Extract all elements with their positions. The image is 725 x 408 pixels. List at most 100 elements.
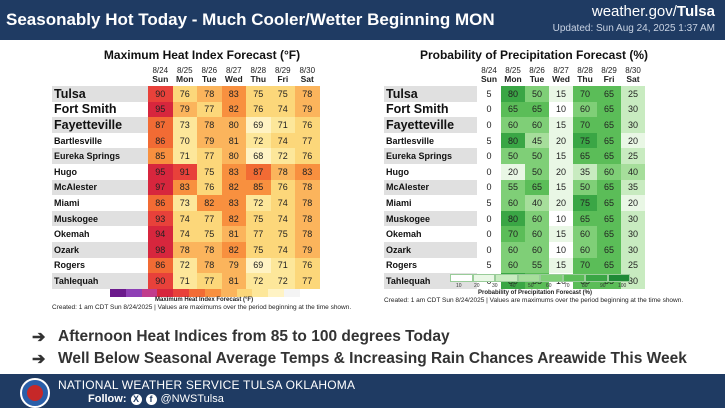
pop-cell: 50	[525, 163, 549, 180]
table-row: Ozark 0 60 60 10 60 65 30	[384, 241, 645, 258]
heat-index-table: Tulsa 90 76 78 83 75 75 78 Fort Smith 95 79 77 82 76 7…	[52, 86, 320, 289]
heat_index-cell: 81	[221, 132, 246, 149]
legend-swatch	[450, 274, 473, 282]
heat_index-cell: 78	[197, 241, 222, 258]
social-handle[interactable]: @NWSTulsa	[160, 393, 224, 405]
legend-tick-label: 20	[474, 283, 480, 289]
heat_index-cell: 77	[295, 132, 320, 149]
heat_index-cell: 75	[197, 226, 222, 242]
pop-cell: 65	[597, 86, 621, 102]
pop-cell: 0	[477, 210, 501, 227]
table-row: Miami 5 60 40 20 75 65 20	[384, 195, 645, 211]
legend-tick-label: 80	[582, 283, 588, 289]
heat_index-cell: 78	[270, 163, 295, 180]
location-name: Fort Smith	[384, 101, 477, 118]
table-row: Okemah 0 70 60 15 60 65 30	[384, 226, 645, 242]
heat_index-cell: 79	[221, 257, 246, 274]
heat_index-cell: 90	[148, 273, 173, 289]
pop-cell: 60	[597, 163, 621, 180]
day-date: 8/24	[152, 66, 169, 75]
day-header: 8/25 Mon	[173, 66, 198, 84]
heat_index-cell: 95	[148, 101, 173, 118]
nws-logo	[20, 378, 50, 408]
x-icon[interactable]: X	[130, 393, 142, 405]
pop-cell: 20	[621, 195, 645, 211]
pop-cell: 40	[621, 163, 645, 180]
heat_index-cell: 78	[295, 226, 320, 242]
pop-cell: 30	[621, 241, 645, 258]
heat_index-cell: 73	[172, 117, 197, 133]
pop-cell: 20	[501, 163, 525, 180]
pop-cell: 50	[525, 86, 549, 102]
heat_index-cell: 81	[221, 226, 246, 242]
pop-legend-label: Probability of Precipitation Forecast (%…	[478, 290, 593, 296]
site-link[interactable]: weather.gov/Tulsa	[592, 3, 715, 20]
legend-swatch	[268, 289, 285, 297]
pop-cell: 10	[549, 101, 573, 118]
legend-tick-label: 100	[618, 283, 627, 289]
header-banner: Seasonably Hot Today - Much Cooler/Wette…	[0, 0, 725, 40]
heat_index-cell: 79	[295, 101, 320, 118]
heat_index-cell: 76	[172, 86, 197, 102]
pop-cell: 50	[501, 148, 525, 164]
heat_index-cell: 83	[295, 163, 320, 180]
pop-legend-ticks: 10 20 30 40 50 60 70 80 90 100	[450, 283, 630, 291]
heat_index-cell: 78	[295, 210, 320, 227]
heat_index-cell: 86	[148, 257, 173, 274]
day-date: 8/30	[299, 66, 316, 75]
day-header: 8/27 Wed	[549, 66, 573, 84]
pop-cell: 65	[597, 210, 621, 227]
legend-swatch	[189, 289, 205, 297]
facebook-icon[interactable]: f	[145, 393, 157, 405]
day-header: 8/30 Sat	[621, 66, 645, 84]
legend-swatch	[562, 274, 585, 282]
heat_index-cell: 83	[221, 195, 246, 211]
pop-cell: 10	[549, 210, 573, 227]
legend-swatch	[220, 289, 237, 297]
heat_index-cell: 82	[197, 195, 222, 211]
table-row: Bartlesville 86 70 79 81 72 74 77	[52, 132, 320, 149]
location-name: Fayetteville	[384, 117, 477, 133]
table-row: Eureka Springs 85 71 77 80 68 72 76	[52, 148, 320, 164]
pop-cell: 60	[501, 257, 525, 274]
location-name: Tulsa	[384, 86, 477, 102]
day-header: 8/28 Thu	[246, 66, 271, 84]
table-row: McAlester 97 83 76 82 85 76 78	[52, 179, 320, 196]
pop-panel: Probability of Precipitation Forecast (%…	[384, 48, 684, 289]
heat_index-cell: 74	[270, 132, 295, 149]
pop-cell: 80	[501, 86, 525, 102]
heat_index-cell: 74	[172, 226, 197, 242]
location-name: Bartlesville	[52, 132, 148, 149]
pop-cell: 60	[573, 226, 597, 242]
heat-day-header: 8/24 Sun 8/25 Mon 8/26 Tue 8/27 Wed 8/28 Thu 8/29 F…	[148, 66, 352, 84]
legend-tick-label: 30	[492, 283, 498, 289]
heat_index-cell: 79	[197, 132, 222, 149]
key-message-1-text: Afternoon Heat Indices from 85 to 100 de…	[58, 328, 450, 345]
heat_index-cell: 77	[197, 210, 222, 227]
day-name: Sat	[626, 74, 640, 84]
pop-cell: 65	[525, 101, 549, 118]
site-office: Tulsa	[676, 3, 715, 20]
pop-cell: 15	[549, 179, 573, 196]
location-name: Muskogee	[52, 210, 148, 227]
pop-cell: 65	[597, 195, 621, 211]
pop-cell: 70	[501, 226, 525, 242]
day-name: Thu	[250, 74, 267, 84]
heat_index-cell: 83	[221, 163, 246, 180]
pop-cell: 50	[525, 148, 549, 164]
heat_index-cell: 82	[221, 210, 246, 227]
legend-swatch	[141, 289, 158, 297]
heat_index-cell: 77	[295, 273, 320, 289]
location-name: Rogers	[384, 257, 477, 274]
heat_index-cell: 78	[197, 257, 222, 274]
pop-cell: 60	[501, 117, 525, 133]
social-follow: Follow: X f @NWSTulsa	[88, 393, 224, 405]
table-row: Hugo 0 20 50 20 35 60 40	[384, 163, 645, 180]
pop-cell: 35	[573, 163, 597, 180]
pop-cell: 45	[525, 132, 549, 149]
pop-cell: 65	[597, 257, 621, 274]
footer-banner: NATIONAL WEATHER SERVICE TULSA OKLAHOMA …	[0, 374, 725, 408]
day-header: 8/28 Thu	[573, 66, 597, 84]
table-row: Ozark 98 78 78 82 75 74 79	[52, 241, 320, 258]
day-name: Tue	[529, 74, 545, 84]
